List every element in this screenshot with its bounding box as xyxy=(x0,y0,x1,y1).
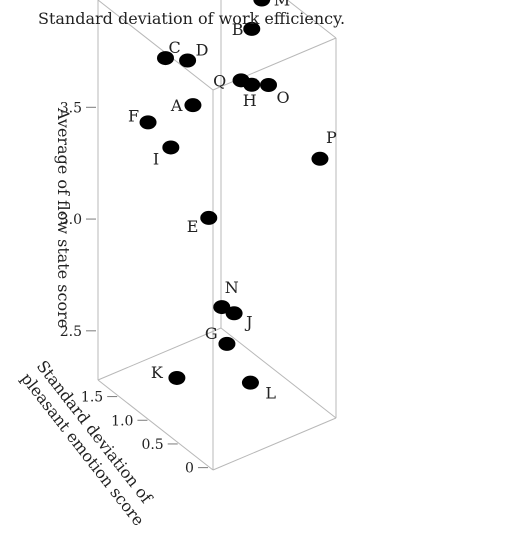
point-label: B xyxy=(232,20,244,39)
axis-ticks: 0.10.150.200.252.53.03.500.51.01.5 xyxy=(60,100,208,477)
point-label: P xyxy=(326,128,337,147)
box-edge xyxy=(97,327,222,381)
data-point-g xyxy=(218,336,236,351)
point-label: F xyxy=(128,106,139,125)
z-tick-label: 1.5 xyxy=(81,390,103,406)
data-point-b xyxy=(243,21,261,36)
data-point-c xyxy=(156,51,174,66)
point-label: O xyxy=(277,88,290,107)
data-point-i xyxy=(162,140,180,155)
point-label: J xyxy=(244,312,252,331)
data-point-d xyxy=(179,53,197,68)
data-point-l xyxy=(241,375,259,390)
point-label: H xyxy=(243,91,257,110)
data-point-j xyxy=(225,306,243,321)
box-edge xyxy=(212,417,337,471)
z-axis-title-line-1: Standard deviation of xyxy=(33,357,157,508)
data-point-q xyxy=(232,73,250,88)
data-point-p xyxy=(311,151,329,166)
box-edge xyxy=(286,0,337,39)
data-point-f xyxy=(139,115,157,130)
data-point-k xyxy=(168,370,186,385)
data-point-m xyxy=(253,0,271,7)
data-points: A B CD E F G H I J K L M N O P Q xyxy=(128,0,337,403)
y-tick-label: 3.0 xyxy=(60,212,82,228)
point-label: M xyxy=(274,0,290,9)
y-tick-label: 3.5 xyxy=(60,100,82,116)
point-label: E xyxy=(187,217,199,236)
data-point-a xyxy=(184,98,202,113)
point-label: C xyxy=(168,38,180,57)
data-point-o xyxy=(260,77,278,92)
box-frame xyxy=(97,0,337,471)
point-label: Q xyxy=(213,71,226,90)
x-axis-title: Standard deviation of work efficiency. xyxy=(38,9,345,28)
box-edge xyxy=(97,0,214,91)
point-label: G xyxy=(205,324,218,343)
z-tick-label: 1.0 xyxy=(111,413,133,429)
z-tick-label: 0.5 xyxy=(141,437,163,453)
point-label: I xyxy=(153,149,159,168)
data-point-n xyxy=(213,300,231,315)
y-axis-title: Average of flow state score xyxy=(54,107,73,328)
z-tick-label: 0 xyxy=(185,461,194,477)
box-edge xyxy=(97,379,214,471)
point-label: A xyxy=(170,96,183,115)
point-label: L xyxy=(265,384,276,403)
y-tick-label: 2.5 xyxy=(60,324,82,340)
box-edge xyxy=(220,327,337,419)
point-label: N xyxy=(225,278,239,297)
point-label: K xyxy=(151,363,164,382)
data-point-e xyxy=(200,210,218,225)
point-label: D xyxy=(196,40,209,59)
